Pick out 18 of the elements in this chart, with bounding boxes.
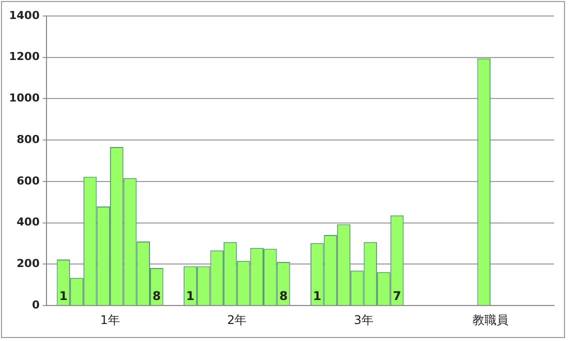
y-tick-label: 0 [32, 298, 40, 312]
x-tick-label: 3年 [354, 312, 374, 327]
y-tick-label: 1200 [8, 50, 40, 64]
y-tick-label: 1000 [8, 92, 40, 105]
text: 1 [186, 289, 194, 304]
y-tick-label: 800 [16, 132, 40, 146]
y-tick-label: 200 [16, 257, 40, 270]
y-tick-label: 400 [16, 216, 40, 229]
text: 8 [279, 289, 288, 304]
y-tick-label: 1400 [8, 8, 40, 22]
x-tick-label: 1年 [100, 312, 120, 327]
text: 1 [59, 289, 68, 304]
series-label: 1 [312, 289, 322, 304]
y-tick-label: 600 [16, 174, 40, 188]
series-label: 8 [152, 289, 161, 304]
x-tick-label: 2年 [227, 312, 247, 327]
series-label: 7 [392, 289, 402, 304]
x-tick-label: 教職員 [472, 312, 509, 327]
